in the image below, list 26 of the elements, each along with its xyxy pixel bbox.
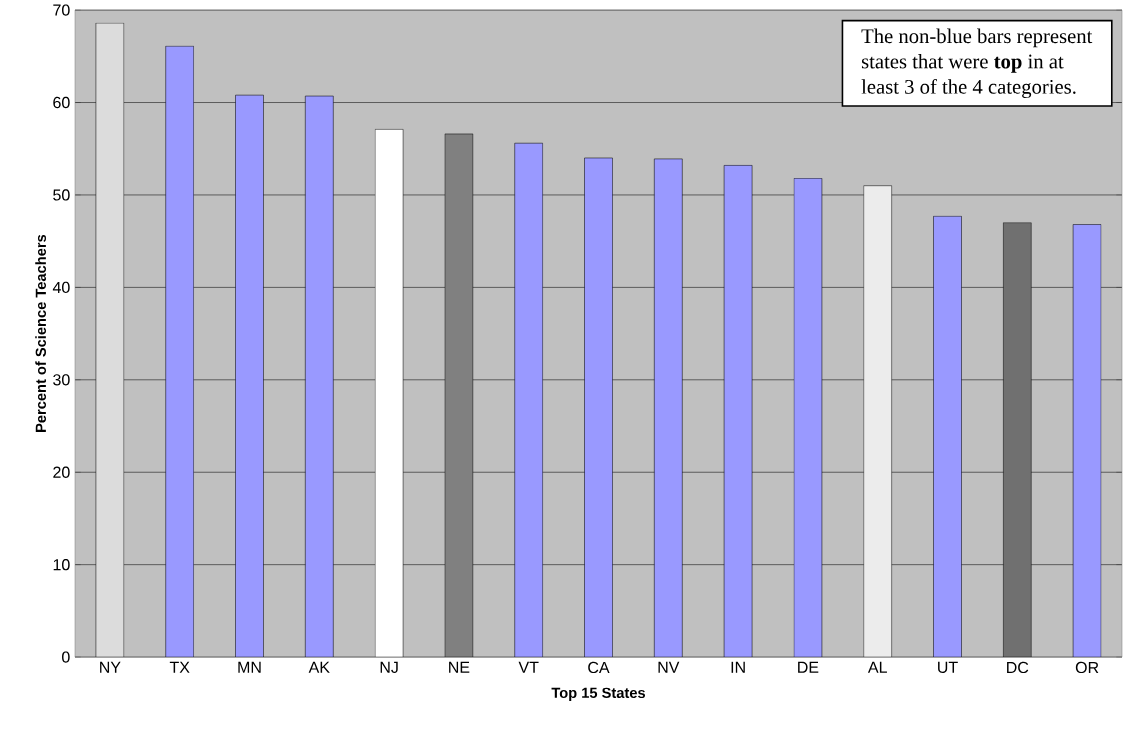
x-tick-label: NJ (380, 661, 398, 673)
y-tick-label: 50 (53, 189, 70, 201)
x-tick-label: MN (238, 661, 261, 673)
x-tick-label: VT (518, 661, 539, 673)
x-tick-label: IN (731, 661, 745, 673)
x-tick-label: UT (938, 661, 958, 673)
annotation: The non-blue bars represent states that were top in at least 3 of the 4 categories. (861, 28, 1093, 99)
y-tick-label: 0 (62, 651, 70, 663)
x-axis-title: Top 15 States (551, 687, 646, 701)
x-tick-label: TX (169, 661, 190, 673)
x-tick-label: OR (1075, 661, 1099, 674)
x-tick-label: DE (798, 661, 819, 673)
x-tick-label: NE (449, 661, 470, 673)
y-tick-label: 60 (53, 96, 70, 109)
x-tick-label: AK (308, 661, 330, 673)
x-tick-label: NV (658, 661, 680, 673)
y-axis-title: Percent of Science Teachers (35, 234, 47, 432)
x-tick-label: NY (100, 661, 121, 673)
y-tick-label: 20 (53, 466, 70, 478)
x-tick-label: AL (867, 661, 887, 673)
y-tick-label: 30 (53, 374, 70, 386)
x-tick-label: DC (1007, 661, 1029, 674)
y-tick-label: 40 (52, 281, 70, 293)
x-tick-label: CA (588, 661, 610, 674)
y-tick-label: 10 (53, 558, 70, 571)
y-tick-label: 70 (53, 4, 70, 16)
